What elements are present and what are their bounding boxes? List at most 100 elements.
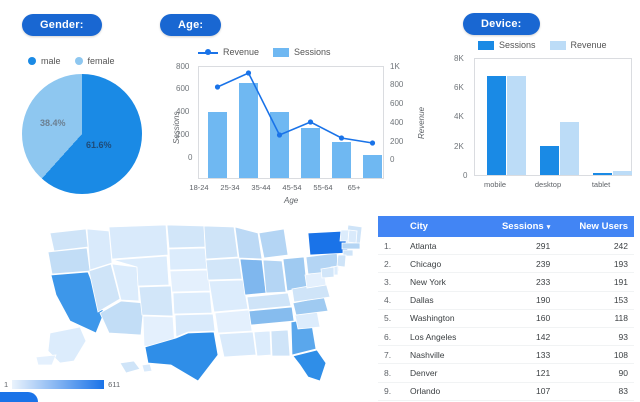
age-bar-45-54[interactable] <box>301 128 320 178</box>
cell-new-users: 82 <box>556 400 634 402</box>
cell-city: Washington <box>404 309 479 328</box>
device-bar-tablet-sessions[interactable] <box>593 173 612 175</box>
cell-sessions: 142 <box>478 327 557 347</box>
table-row[interactable]: 1. Atlanta 291 242 <box>378 237 634 256</box>
age-y2tick-600: 600 <box>390 99 404 108</box>
table-row[interactable]: 10. Columbus 87 82 <box>378 400 634 402</box>
column-header-city[interactable]: City <box>404 216 479 237</box>
pie-label-female: 38.4% <box>40 118 66 128</box>
state-il <box>239 258 267 296</box>
table-row[interactable]: 9. Orlando 107 83 <box>378 382 634 401</box>
legend-label-female: female <box>87 56 115 66</box>
device-chart-legend: Sessions Revenue <box>478 40 607 50</box>
state-mi <box>258 228 289 259</box>
column-header-sessions[interactable]: Sessions ▾ <box>478 216 557 237</box>
age-bar-25-34[interactable] <box>239 83 258 178</box>
sort-descending-icon[interactable]: ▾ <box>546 224 551 231</box>
cell-new-users: 83 <box>556 382 634 401</box>
device-ytick-0: 0 <box>463 171 468 180</box>
section-label-gender[interactable]: Gender: <box>22 14 102 36</box>
device-ytick-6k: 6K <box>454 83 464 92</box>
state-al <box>270 329 291 357</box>
device-bar-tablet-revenue[interactable] <box>613 171 632 175</box>
legend-item-male[interactable]: male <box>28 56 61 66</box>
age-y2-axis-title: Revenue <box>417 106 426 139</box>
age-y2tick-400: 400 <box>390 118 404 127</box>
cell-index: 9. <box>378 382 404 401</box>
device-bar-mobile-revenue[interactable] <box>507 76 526 175</box>
legend-item-revenue[interactable]: Revenue <box>198 47 259 57</box>
legend-label-device-sessions: Sessions <box>499 40 536 50</box>
city-sessions-table[interactable]: City Sessions ▾ New Users 1. Atlanta 291 … <box>378 216 634 402</box>
age-plot-area[interactable] <box>198 66 384 179</box>
pie-slices[interactable] <box>22 74 142 194</box>
legend-item-device-sessions[interactable]: Sessions <box>478 40 536 50</box>
age-chart-legend: Revenue Sessions <box>198 47 331 57</box>
table-body: 1. Atlanta 291 242 2. Chicago 239 193 3.… <box>378 237 634 402</box>
cell-index: 10. <box>378 400 404 402</box>
legend-label-sessions: Sessions <box>294 47 331 57</box>
cell-index: 5. <box>378 309 404 328</box>
legend-line-revenue-icon <box>198 48 218 57</box>
cell-sessions: 133 <box>478 345 557 365</box>
us-choropleth-map[interactable] <box>8 215 370 395</box>
column-header-new-users[interactable]: New Users <box>556 216 634 237</box>
device-bar-chart[interactable]: 8K 6K 4K 2K 0 mobile desktop tablet <box>446 36 638 206</box>
gender-pie-chart[interactable]: 61.6% 38.4% <box>14 72 146 200</box>
age-ytick-600: 600 <box>176 84 190 93</box>
cell-index: 3. <box>378 272 404 292</box>
table-row[interactable]: 3. New York 233 191 <box>378 272 634 292</box>
device-bar-desktop-sessions[interactable] <box>540 146 559 175</box>
state-ak-tail <box>35 354 57 366</box>
state-or <box>47 247 91 275</box>
cell-index: 1. <box>378 237 404 256</box>
table-row[interactable]: 2. Chicago 239 193 <box>378 254 634 274</box>
section-label-age[interactable]: Age: <box>160 14 222 36</box>
table-row[interactable]: 6. Los Angeles 142 93 <box>378 327 634 347</box>
cell-sessions: 239 <box>478 254 557 274</box>
table-row[interactable]: 4. Dallas 190 153 <box>378 291 634 310</box>
state-tx <box>144 331 219 382</box>
state-ky <box>246 292 292 311</box>
device-bar-desktop-revenue[interactable] <box>560 122 579 175</box>
device-bar-mobile-sessions[interactable] <box>487 76 506 175</box>
cell-new-users: 118 <box>556 309 634 328</box>
us-map-svg[interactable] <box>8 215 370 385</box>
age-revenue-line <box>214 70 376 146</box>
cell-city: Orlando <box>404 382 479 401</box>
device-xtick-tablet: tablet <box>591 180 611 189</box>
map-legend-min: 1 <box>4 380 9 389</box>
legend-swatch-device-revenue-icon <box>549 40 566 50</box>
state-md <box>320 266 335 279</box>
age-combo-chart[interactable]: 800 600 400 200 0 1K 800 600 400 200 0 S… <box>162 44 432 209</box>
table-header: City Sessions ▾ New Users <box>378 216 634 237</box>
state-nh <box>347 229 358 244</box>
map-legend-max: 611 <box>108 380 121 389</box>
age-y2tick-0: 0 <box>390 155 395 164</box>
age-bar-18-24[interactable] <box>208 112 227 178</box>
age-ytick-0: 0 <box>188 153 193 162</box>
legend-item-female[interactable]: female <box>74 56 115 66</box>
map-color-legend: 1 611 <box>4 380 120 389</box>
cell-city: Los Angeles <box>404 327 479 347</box>
device-plot-area[interactable] <box>474 58 632 176</box>
state-fl <box>292 349 327 382</box>
cell-sessions: 190 <box>478 291 557 310</box>
section-label-device[interactable]: Device: <box>463 13 540 35</box>
table-row[interactable]: 5. Washington 160 118 <box>378 309 634 328</box>
table-row[interactable]: 7. Nashville 133 108 <box>378 345 634 365</box>
age-xtick-18-24: 18-24 <box>189 183 209 192</box>
state-ca <box>50 271 105 334</box>
cell-city: Columbus <box>404 400 479 402</box>
table: City Sessions ▾ New Users 1. Atlanta 291 … <box>378 216 634 402</box>
age-bar-65plus[interactable] <box>363 155 382 178</box>
state-la <box>218 331 257 358</box>
age-bar-35-44[interactable] <box>270 112 289 178</box>
state-wa <box>49 228 89 252</box>
table-row[interactable]: 8. Denver 121 90 <box>378 363 634 383</box>
legend-item-sessions[interactable]: Sessions <box>273 47 331 57</box>
age-bar-55-64[interactable] <box>332 142 351 178</box>
legend-item-device-revenue[interactable]: Revenue <box>549 40 607 50</box>
state-ia <box>205 257 243 281</box>
